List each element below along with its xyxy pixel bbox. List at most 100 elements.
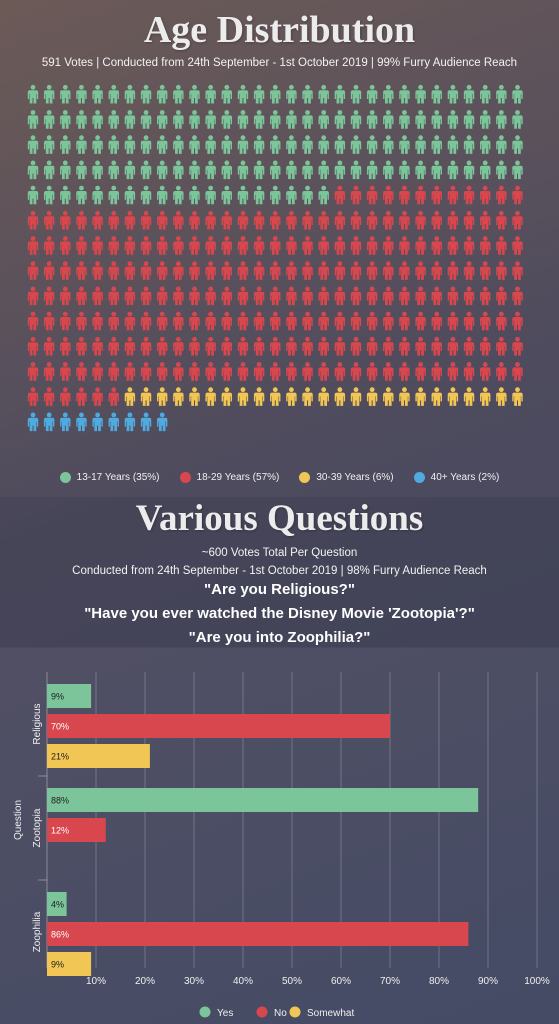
person-icon [140,185,152,205]
person-icon [270,236,281,255]
person-icon [124,236,136,255]
person-icon [480,236,491,255]
person-icon [189,236,200,255]
person-icon [237,311,249,331]
person-icon [270,311,281,331]
person-icon [399,261,410,280]
person-icon [124,84,136,104]
person-icon [60,160,71,180]
person-icon [415,135,426,154]
person-icon [415,110,426,129]
person-icon [27,412,39,432]
person-icon [140,160,152,180]
y-category-label: Zoophilia [32,911,43,952]
person-icon [399,135,410,154]
person-icon [237,185,249,205]
person-icon [366,236,378,255]
person-icon [76,412,87,432]
person-icon [334,110,346,129]
questions-bar-chart: 10% 20% 30% 40% 50% 60% 70% 80% 90% 100% Question R… [13,672,550,1019]
person-icon [512,160,523,180]
person-icon [43,160,55,180]
person-icon [480,135,491,154]
person-icon [157,185,168,205]
person-icon [399,286,410,306]
person-icon [270,185,281,205]
person-icon [140,261,152,280]
x-tick-label: 60% [331,976,351,987]
person-icon [27,286,39,306]
person-icon [173,336,184,356]
person-icon [270,160,281,180]
person-icon [27,135,39,154]
person-icon [92,387,103,406]
legend-dot-no [256,1006,268,1018]
person-icon [189,160,200,180]
person-icon [253,236,265,255]
legend-dot [299,472,311,483]
person-icon [318,160,329,180]
person-icon [173,261,184,280]
person-icon [463,160,475,180]
person-icon [173,210,184,230]
person-icon [383,336,394,356]
person-icon [318,84,329,104]
person-icon [253,311,265,331]
person-icon [189,362,200,381]
person-icon [76,110,87,129]
person-icon [76,135,87,154]
person-icon [108,311,119,331]
person-icon [60,311,71,331]
person-icon [173,236,184,255]
person-icon [302,84,313,104]
questions-title: Various Questions [135,498,424,539]
person-icon [383,311,394,331]
person-icon [415,336,426,356]
x-tick-label: 10% [86,976,106,987]
y-axis-title: Question [13,800,24,840]
person-icon [512,261,523,280]
person-icon [173,387,184,406]
person-icon [302,336,313,356]
person-icon [480,286,491,306]
person-icon [60,135,71,154]
person-icon [415,210,426,230]
person-icon [124,261,136,280]
person-icon [366,185,378,205]
bar-religious-somewhat [47,744,150,768]
person-icon [270,387,281,406]
person-icon [92,135,103,154]
person-icon [60,286,71,306]
person-icon [140,110,152,129]
legend-dot-yes [199,1006,211,1018]
legend-item-18-29: 18-29 Years (57%) [179,472,279,483]
age-title: Age Distribution [143,9,416,51]
bar-zootopia-no [47,818,106,842]
legend-label: 40+ Years (2%) [430,472,500,483]
person-icon [270,84,281,104]
person-icon [124,362,136,381]
person-icon [108,210,119,230]
person-icon [286,286,297,306]
person-icon [124,110,136,129]
legend-dot [413,472,425,483]
person-icon [334,236,346,255]
person-icon [124,412,136,432]
bar-value-label: 9% [51,692,64,702]
person-icon [27,210,39,230]
person-icon [92,185,103,205]
person-icon [431,110,442,129]
person-icon [447,185,459,205]
person-icon [383,84,394,104]
person-icon [463,236,475,255]
person-icon [480,160,491,180]
person-icon [270,110,281,129]
person-icon [43,110,55,129]
person-icon [496,185,507,205]
person-icon [447,135,459,154]
person-icon [92,110,103,129]
person-icon [76,286,87,306]
person-icon [286,135,297,154]
person-icon [496,336,507,356]
person-icon [173,311,184,331]
